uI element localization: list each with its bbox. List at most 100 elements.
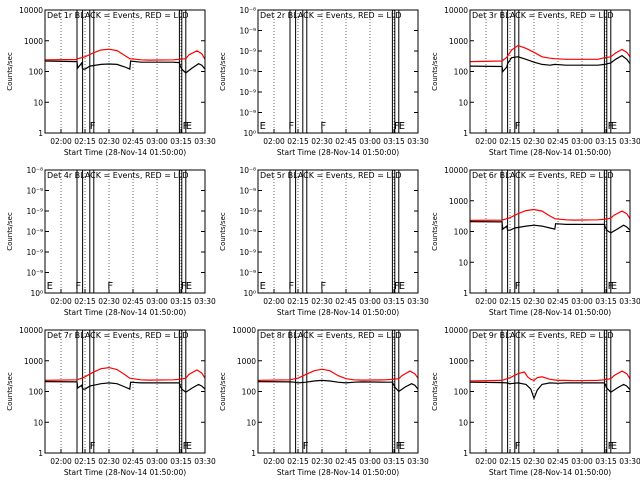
marker-label: F <box>515 281 521 292</box>
x-axis-label: Start Time (28-Nov-14 01:50:00) <box>64 308 186 317</box>
x-tick-label: 03:30 <box>194 297 216 306</box>
marker-label: E <box>611 281 617 292</box>
x-tick-label: 03:00 <box>359 457 381 466</box>
chart-title: Det 7r BLACK = Events, RED = LLD <box>47 331 189 340</box>
series-line-events <box>469 381 631 401</box>
x-tick-label: 02:30 <box>98 457 120 466</box>
marker-label: F <box>394 121 400 132</box>
y-tick-label: 10000 <box>444 6 468 15</box>
y-tick-label: 10⁻⁹ <box>239 27 256 36</box>
x-axis-label: Start Time (28-Nov-14 01:50:00) <box>64 148 186 157</box>
y-axis-label: Counts/sec <box>6 52 14 91</box>
y-tick-label: 10⁻⁹ <box>26 248 43 257</box>
marker-label: E <box>186 281 192 292</box>
y-tick-label: 10 <box>33 418 43 427</box>
x-tick-label: 03:00 <box>571 137 593 146</box>
x-tick-label: 02:30 <box>98 297 120 306</box>
x-tick-label: 02:45 <box>335 457 357 466</box>
x-tick-label: 03:30 <box>619 457 640 466</box>
y-tick-label: 10 <box>458 98 468 107</box>
x-tick-label: 03:00 <box>359 137 381 146</box>
x-tick-label: 03:15 <box>383 297 405 306</box>
x-tick-label: 02:45 <box>547 297 569 306</box>
marker-label: E <box>611 441 617 452</box>
y-tick-label: 10⁰ <box>243 289 256 298</box>
marker-label: F <box>107 281 113 292</box>
series-line-lld <box>44 366 206 381</box>
x-tick-label: 02:00 <box>263 137 285 146</box>
x-tick-label: 03:30 <box>194 137 216 146</box>
y-tick-label: 10⁻⁹ <box>239 207 256 216</box>
y-tick-label: 1 <box>251 449 256 458</box>
x-tick-label: 03:00 <box>146 457 168 466</box>
y-tick-label: 1 <box>463 449 468 458</box>
x-tick-label: 02:45 <box>122 297 144 306</box>
x-tick-label: 03:30 <box>619 297 640 306</box>
x-tick-label: 02:00 <box>475 137 497 146</box>
marker-label: F <box>75 281 81 292</box>
chart-title: Det 8r BLACK = Events, RED = LLD <box>260 331 402 340</box>
x-tick-label: 03:15 <box>595 297 617 306</box>
series-line-events <box>469 54 631 73</box>
chart-title: Det 2r BLACK = Events, RED = LLD <box>260 11 402 20</box>
y-tick-label: 10 <box>458 418 468 427</box>
y-tick-label: 1 <box>38 449 43 458</box>
x-tick-label: 03:15 <box>383 457 405 466</box>
y-tick-label: 1 <box>463 289 468 298</box>
y-tick-label: 10⁻⁸ <box>26 166 43 175</box>
y-axis-label: Counts/sec <box>431 372 439 411</box>
x-tick-label: 02:15 <box>287 297 309 306</box>
y-tick-label: 10⁻⁸ <box>239 166 256 175</box>
chart-title: Det 9r BLACK = Events, RED = LLD <box>472 331 614 340</box>
y-tick-label: 10 <box>33 98 43 107</box>
chart-panel-1: 1 10 100 1000 10000 02:00 02:15 02:30 02:45 03:00… <box>6 6 216 157</box>
x-tick-label: 03:30 <box>407 457 429 466</box>
x-tick-label: 02:00 <box>50 457 72 466</box>
y-tick-label: 10000 <box>444 326 468 335</box>
y-tick-label: 100 <box>454 388 469 397</box>
x-tick-label: 03:30 <box>407 137 429 146</box>
marker-label: F <box>320 121 326 132</box>
y-tick-label: 10⁻⁹ <box>239 228 256 237</box>
x-tick-label: 02:00 <box>50 297 72 306</box>
x-tick-label: 03:15 <box>595 137 617 146</box>
marker-label: F <box>90 121 96 132</box>
y-axis-label: Counts/sec <box>6 372 14 411</box>
chart-panel-6: 1 10 100 1000 10000 02:00 02:15 02:30 02:45 03:00… <box>431 166 640 317</box>
series-line-lld <box>257 368 419 381</box>
y-tick-label: 100 <box>242 388 257 397</box>
y-tick-label: 1 <box>38 129 43 138</box>
y-tick-label: 10⁰ <box>30 289 43 298</box>
marker-label: F <box>90 441 96 452</box>
marker-label: E <box>260 281 266 292</box>
x-tick-label: 02:00 <box>263 457 285 466</box>
chart-panel-8: 1 10 100 1000 10000 02:00 02:15 02:30 02:45 03:00… <box>219 326 429 477</box>
x-tick-label: 02:45 <box>547 457 569 466</box>
x-tick-label: 02:15 <box>499 297 521 306</box>
marker-label: F <box>608 281 614 292</box>
y-tick-label: 10⁰ <box>243 129 256 138</box>
x-tick-label: 03:15 <box>170 457 192 466</box>
y-tick-label: 10⁻⁹ <box>239 248 256 257</box>
marker-label: F <box>181 281 187 292</box>
y-tick-label: 10⁻⁹ <box>26 269 43 278</box>
x-tick-label: 03:00 <box>571 297 593 306</box>
x-tick-label: 02:15 <box>74 457 96 466</box>
series-line-lld <box>44 48 206 61</box>
x-tick-label: 02:30 <box>523 137 545 146</box>
y-tick-label: 10000 <box>19 6 43 15</box>
x-tick-label: 02:45 <box>547 137 569 146</box>
marker-label: E <box>186 121 192 132</box>
chart-title: Det 6r BLACK = Events, RED = LLD <box>472 171 614 180</box>
x-tick-label: 02:00 <box>475 457 497 466</box>
x-tick-label: 02:30 <box>523 297 545 306</box>
marker-label: F <box>515 121 521 132</box>
x-tick-label: 02:30 <box>311 457 333 466</box>
marker-label: F <box>288 281 294 292</box>
y-tick-label: 100 <box>454 68 469 77</box>
marker-label: F <box>396 441 402 452</box>
chart-title: Det 1r BLACK = Events, RED = LLD <box>47 11 189 20</box>
x-tick-label: 02:45 <box>335 137 357 146</box>
y-tick-label: 10⁻⁹ <box>26 228 43 237</box>
